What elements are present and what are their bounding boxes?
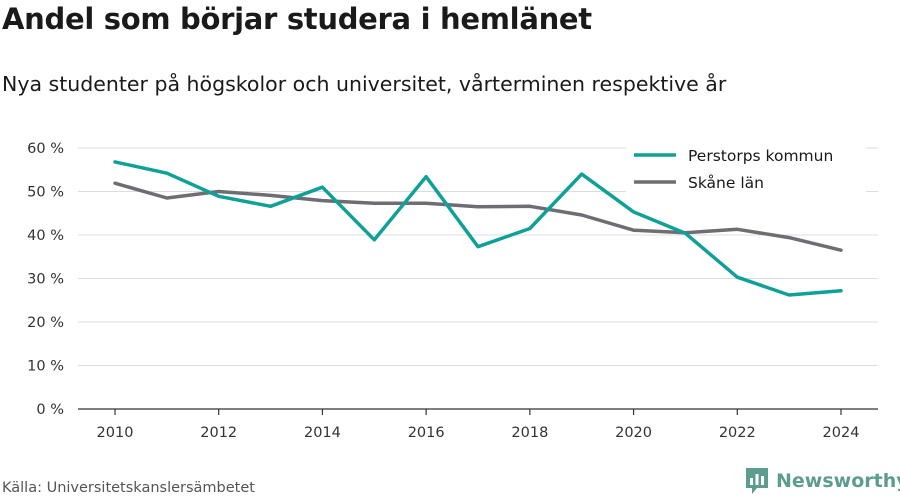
legend-label: Skåne län [688,174,764,192]
x-tick-label: 2024 [823,425,860,441]
x-tick-label: 2022 [719,425,756,441]
x-tick-label: 2014 [304,425,341,441]
series-lines [113,160,843,297]
chart-subtitle: Nya studenter på högskolor och universit… [2,72,727,96]
x-tick-label: 2012 [200,425,237,441]
y-tick-label: 20 % [27,315,64,331]
y-axis: 0 % 10 % 20 % 30 % 40 % 50 % 60 % [27,141,64,418]
brand-logo[interactable]: Newsworthy [744,466,900,496]
brand-name: Newsworthy [776,470,900,492]
x-tick-label: 2020 [615,425,652,441]
legend: Perstorps kommun Skåne län [626,140,866,192]
newsworthy-logo-icon [746,468,768,494]
y-tick-label: 30 % [27,272,64,288]
chart-title: Andel som börjar studera i hemlänet [2,2,592,36]
y-tick-label: 0 % [36,402,64,418]
line-chart: 0 % 10 % 20 % 30 % 40 % 50 % 60 % 2010 2012 2014… [27,140,878,441]
y-tick-label: 40 % [27,228,64,244]
y-tick-label: 50 % [27,185,64,201]
series-line-skane-lan [113,181,843,252]
x-axis: 2010 2012 2014 2016 2018 2020 2022 2024 [78,408,878,441]
series-line-perstorps-kommun [113,160,843,297]
y-tick-label: 60 % [27,141,64,157]
x-tick-label: 2010 [97,425,134,441]
y-tick-label: 10 % [27,359,64,375]
legend-label: Perstorps kommun [688,147,833,165]
x-tick-label: 2018 [511,425,548,441]
x-tick-label: 2016 [408,425,445,441]
source-note: Källa: Universitetskanslersämbetet [2,480,255,496]
